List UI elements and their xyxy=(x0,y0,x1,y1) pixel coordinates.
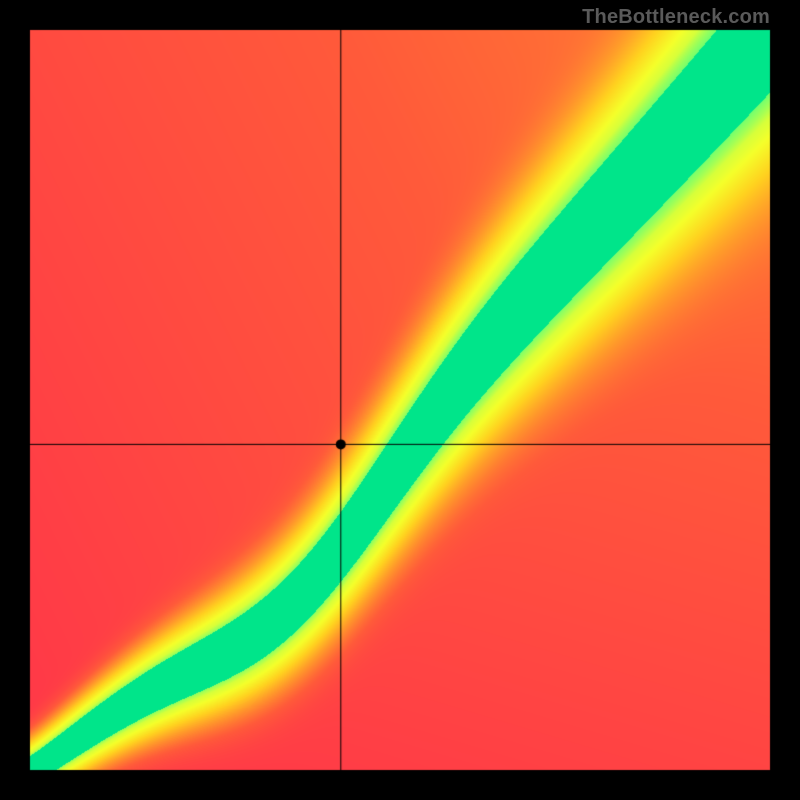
attribution-text: TheBottleneck.com xyxy=(582,6,770,29)
chart-container: { "attribution": "TheBottleneck.com", "c… xyxy=(0,0,800,800)
bottleneck-heatmap xyxy=(0,0,800,800)
